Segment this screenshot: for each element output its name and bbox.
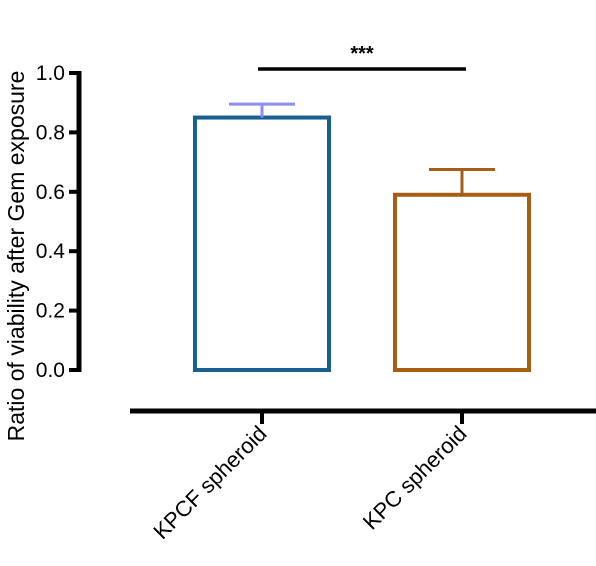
y-tick-label: 0.0: [36, 359, 65, 382]
y-tick-label: 0.4: [36, 240, 66, 263]
significance-annotation: ***: [258, 43, 466, 71]
significance-label: ***: [350, 43, 374, 65]
y-axis-title: Ratio of viability after Gem exposure: [3, 71, 29, 442]
x-tick-label: KPCF spheroid: [148, 421, 271, 544]
y-tick-label: 0.6: [36, 181, 65, 204]
y-axis: 0.0 0.2 0.4 0.6 0.8 1.0: [36, 62, 82, 382]
y-tick-label: 1.0: [36, 62, 65, 85]
x-axis: KPCF spheroid KPC spheroid: [130, 408, 596, 544]
y-tick-label: 0.2: [36, 300, 65, 323]
bar-2: [393, 192, 531, 372]
y-tick-label: 0.8: [36, 121, 65, 144]
bars: [193, 115, 531, 372]
error-bars: [229, 102, 495, 195]
bar-1: [193, 115, 331, 372]
x-tick-label: KPC spheroid: [358, 421, 472, 535]
